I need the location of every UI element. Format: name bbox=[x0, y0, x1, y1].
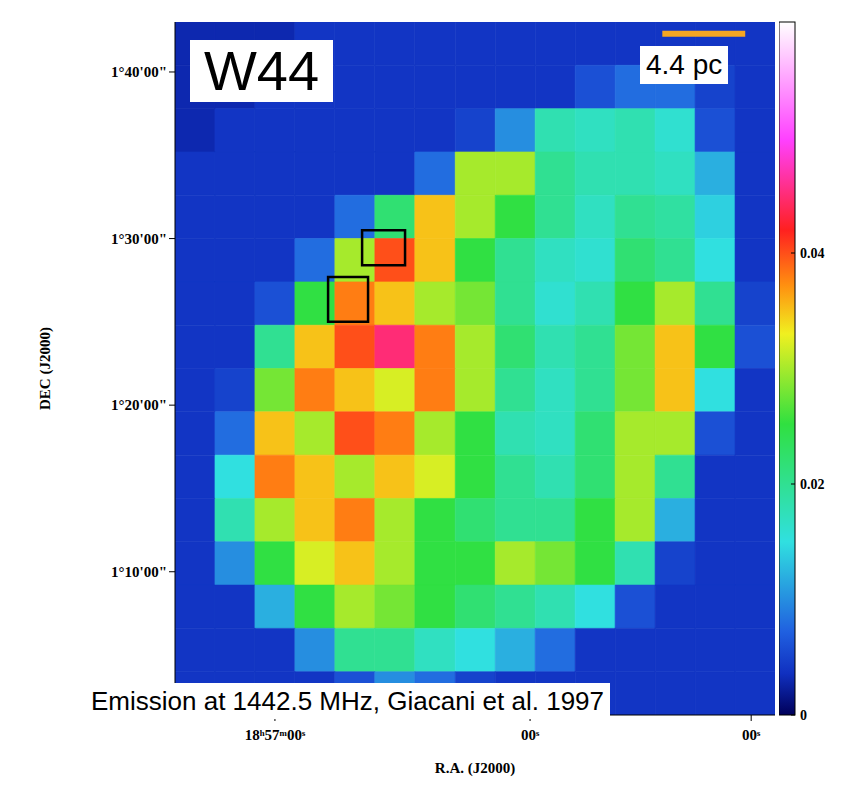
svg-text:0.04: 0.04 bbox=[800, 246, 825, 261]
svg-text:R.A. (J2000): R.A. (J2000) bbox=[435, 760, 515, 777]
svg-text:00ˢ: 00ˢ bbox=[742, 727, 761, 743]
svg-text:1°20'00": 1°20'00" bbox=[111, 397, 167, 413]
svg-text:1°30'00": 1°30'00" bbox=[111, 231, 167, 247]
svg-text:DEC (J2000): DEC (J2000) bbox=[37, 327, 54, 410]
html-text:4.4 pc: 4.4 pc bbox=[646, 49, 723, 80]
svg-text:1°40'00": 1°40'00" bbox=[111, 64, 167, 80]
html-text:Emission at 1442.5 MHz, Giacan: Emission at 1442.5 MHz, Giacani et al. 1… bbox=[91, 686, 604, 716]
svg-text:18ʰ57ᵐ00ˢ: 18ʰ57ᵐ00ˢ bbox=[245, 727, 306, 743]
svg-text:00ˢ: 00ˢ bbox=[521, 727, 540, 743]
svg-text:0: 0 bbox=[800, 708, 807, 723]
html-text:W44: W44 bbox=[204, 39, 320, 102]
svg-text:0.02: 0.02 bbox=[800, 477, 825, 492]
svg-text:1°10'00": 1°10'00" bbox=[111, 564, 167, 580]
